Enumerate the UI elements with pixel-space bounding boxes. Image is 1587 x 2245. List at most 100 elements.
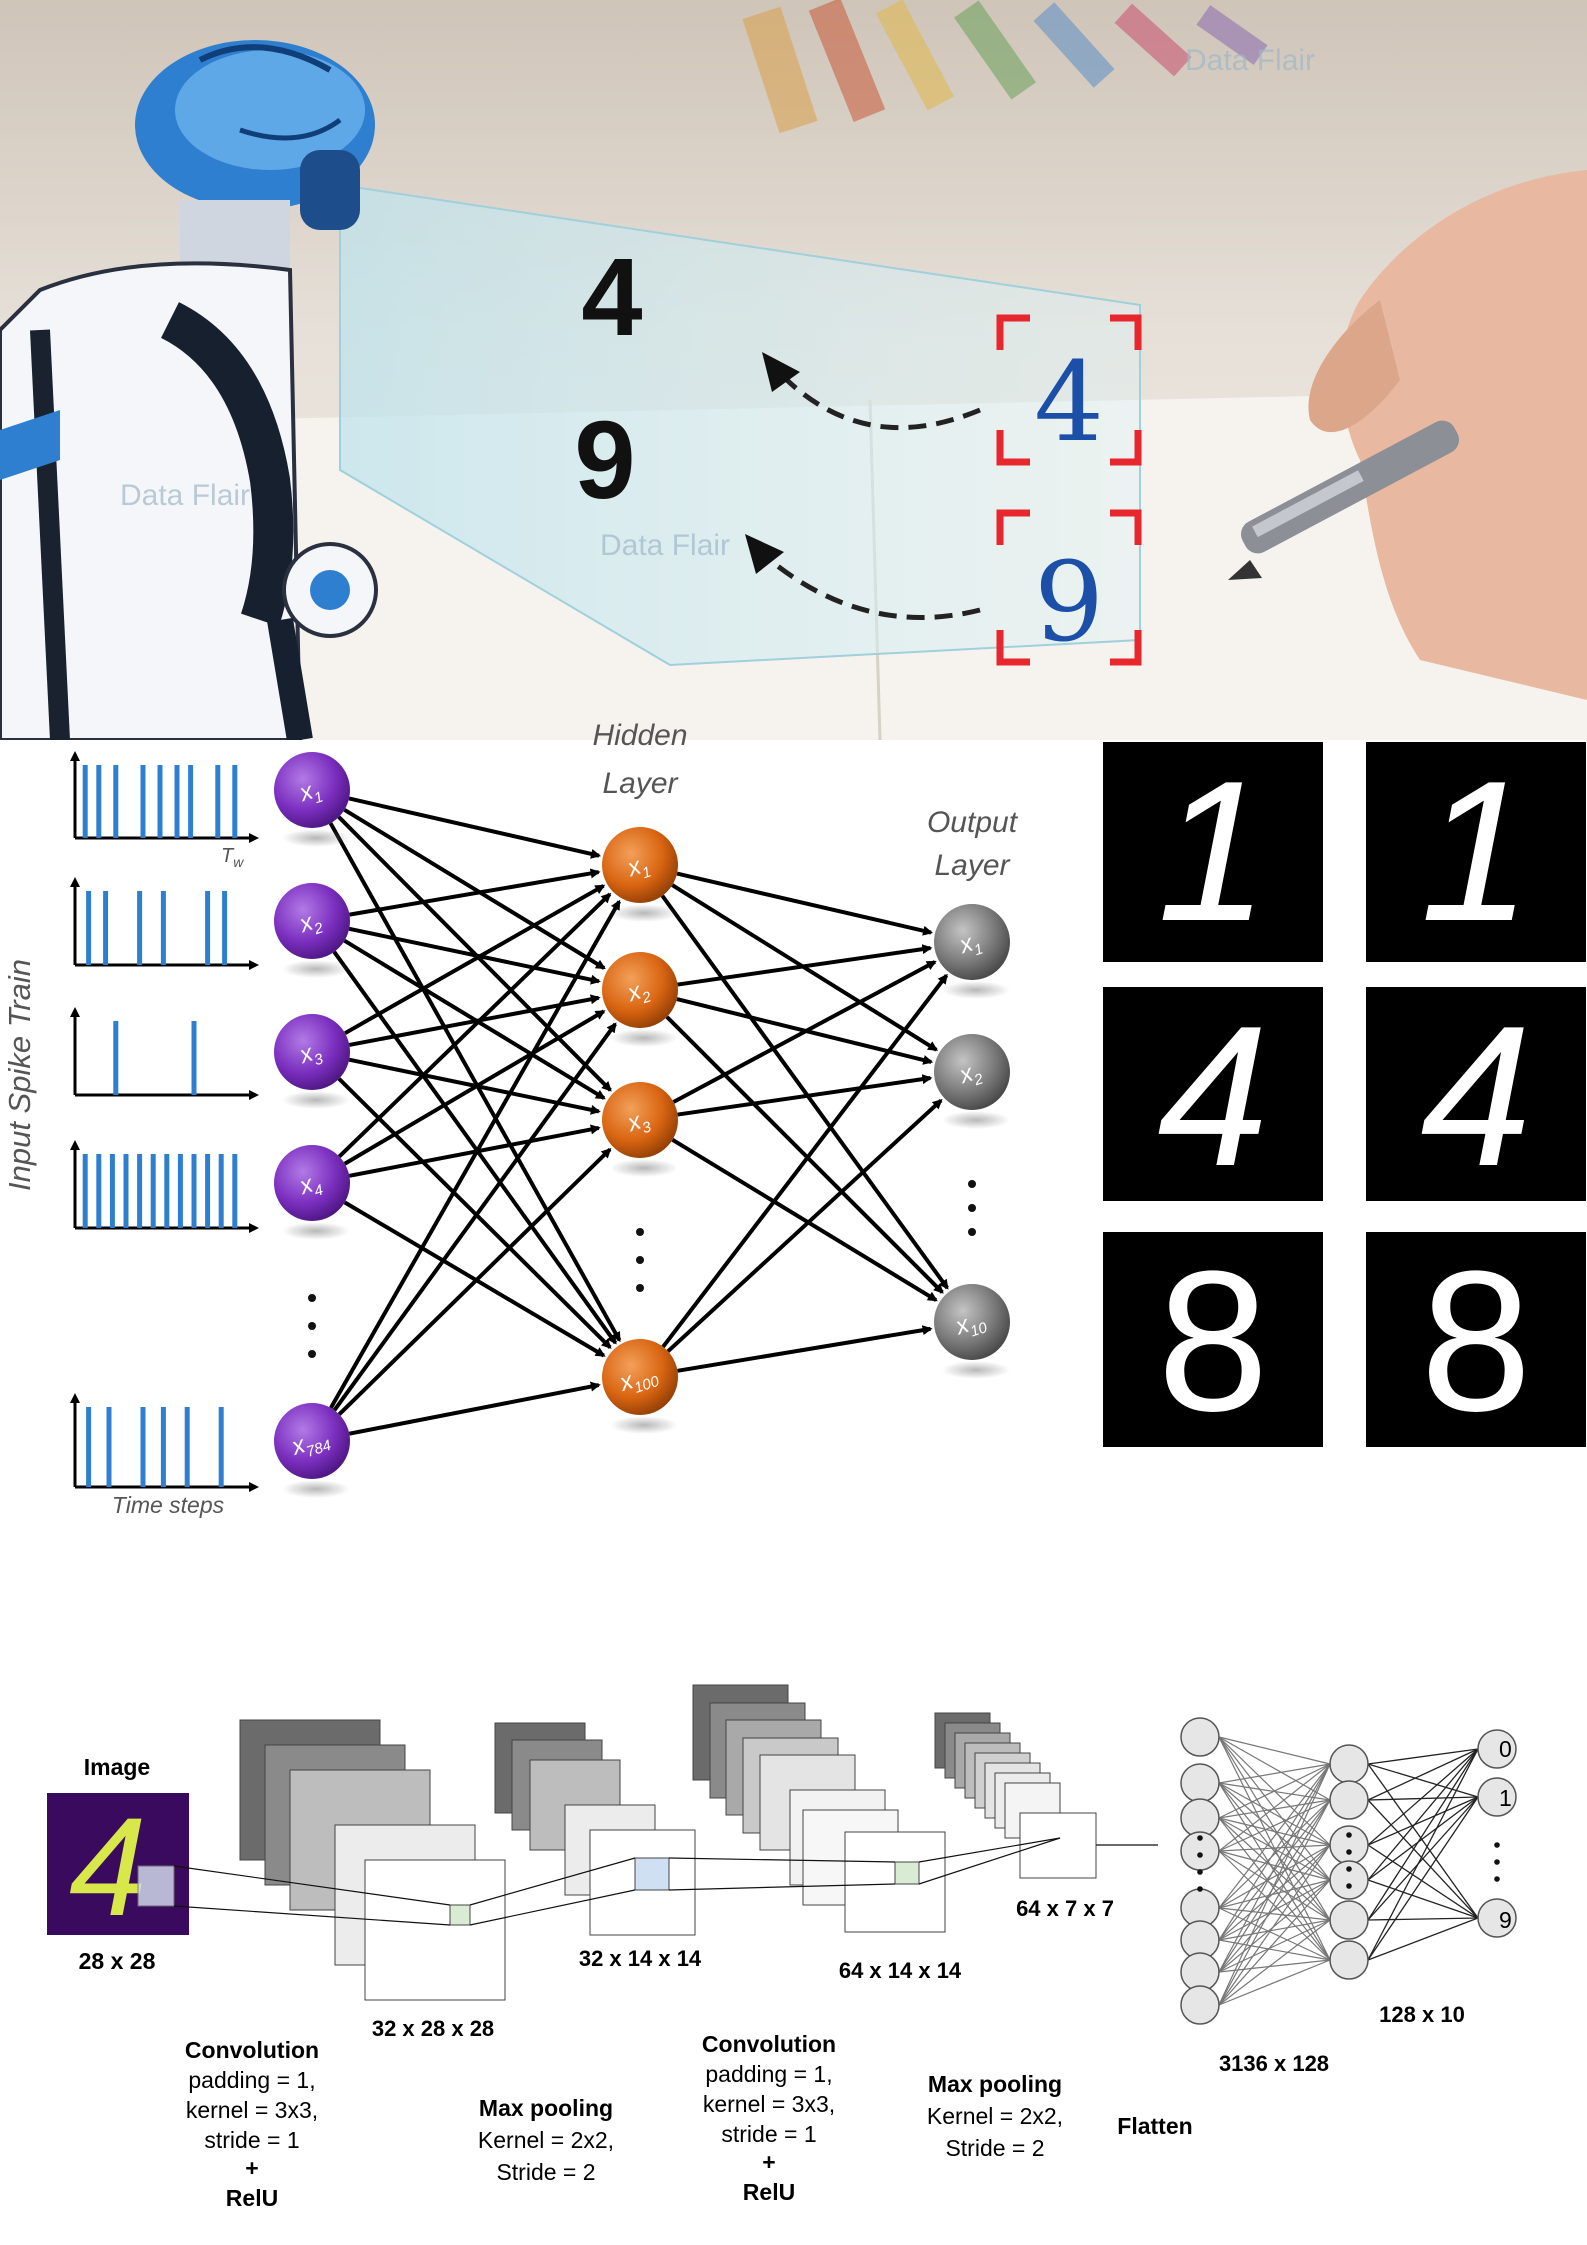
svg-text:x784: x784 <box>288 1424 334 1465</box>
snn-edge-ho-1-1 <box>676 997 934 1065</box>
hand-with-pen <box>1228 170 1587 700</box>
fc-edge-1 <box>1218 1850 1331 1961</box>
snn-edge-ih-0-1 <box>343 808 606 970</box>
snn-edge-ho-1-0 <box>677 944 933 987</box>
svg-text:1: 1 <box>1420 740 1531 963</box>
fc-edge-1 <box>1218 1850 1331 1921</box>
snn-edge-ih-4-3 <box>348 1381 601 1436</box>
snn-edge-ih-4-0 <box>329 899 621 1409</box>
fc3-neuron-2 <box>1477 1777 1517 1817</box>
snn-neurons: x1 x2 x3 x4 x784 x1 x2 x3 x100 x1 x2 x10 <box>274 752 1010 1498</box>
svg-text:Stride = 2: Stride = 2 <box>945 2135 1044 2161</box>
snn-hidden-neuron-1: x1 <box>602 827 678 922</box>
fc-edge-1 <box>1218 1736 1331 1921</box>
svg-text:kernel = 3x3,: kernel = 3x3, <box>186 2097 318 2123</box>
fc2-neuron-5 <box>1329 1900 1369 1940</box>
fc-neurons <box>1180 1717 1517 2025</box>
handwritten-box-9 <box>996 509 1142 666</box>
snn-edge-ih-0-0 <box>348 796 602 859</box>
svg-text:Kernel = 2x2,: Kernel = 2x2, <box>927 2103 1063 2129</box>
fc-edge-1 <box>1218 1782 1331 1881</box>
conv2-feature-maps <box>692 1684 946 1933</box>
snn-edge-ho-3-2 <box>677 1325 933 1373</box>
snn-edge-ho-0-2 <box>660 894 949 1290</box>
snn-edge-ho-2-1 <box>677 1074 933 1117</box>
predicted-digit-4: 4 <box>581 236 642 359</box>
fc1-neuron-1 <box>1180 1717 1220 1757</box>
svg-text:RelU: RelU <box>226 2185 278 2211</box>
pool1-caption: Max pooling Kernel = 2x2, Stride = 2 <box>478 2095 614 2185</box>
svg-text:x1: x1 <box>955 927 985 963</box>
snn-edge-ih-4-2 <box>337 1147 612 1416</box>
snn-edge-ih-3-1 <box>343 1009 606 1166</box>
pool2-dims: 64 x 7 x 7 <box>1016 1896 1114 1921</box>
snn-hidden-neuron-3: x3 <box>602 1082 678 1177</box>
fc-edge-1 <box>1218 1919 1331 1941</box>
fc-edge-1 <box>1218 1844 1331 1852</box>
snn-edge-ih-2-2 <box>348 1057 601 1115</box>
snn-edge-ih-2-1 <box>348 994 601 1047</box>
svg-text:padding = 1,: padding = 1, <box>705 2061 832 2087</box>
fc-edge-1 <box>1218 1919 1331 2006</box>
snn-input-neuron-5: x784 <box>274 1403 350 1498</box>
snn-edge-ho-3-0 <box>661 973 949 1349</box>
flatten-caption: Flatten <box>1117 2113 1192 2139</box>
snn-hidden-neuron-4: x100 <box>602 1339 678 1434</box>
svg-text:x4: x4 <box>295 1168 325 1204</box>
svg-text:+: + <box>245 2155 258 2181</box>
fc-edge-2 <box>1367 1748 1479 1801</box>
fc-edge-1 <box>1218 1763 1331 1973</box>
snn-input-neuron-3: x3 <box>274 1014 350 1109</box>
fc3-neuron-1 <box>1477 1729 1517 1769</box>
fc1-dims: 3136 x 128 <box>1219 2051 1329 2076</box>
svg-text:4: 4 <box>69 1788 147 1945</box>
image-title: Image <box>84 1754 150 1780</box>
mnist-tile-1a: 1 <box>1103 740 1323 963</box>
svg-text:8: 8 <box>1157 1230 1268 1453</box>
fc1-neuron-2 <box>1180 1763 1220 1803</box>
fc-edge-1 <box>1218 1879 1331 1973</box>
spike-train-2 <box>70 877 259 970</box>
snn-output-neuron-2: x2 <box>934 1034 1010 1129</box>
snn-edge-ih-0-2 <box>337 815 612 1092</box>
conv2-dims: 64 x 14 x 14 <box>839 1958 962 1983</box>
svg-text:8: 8 <box>1420 1230 1531 1453</box>
snn-ellipsis <box>308 1180 976 1358</box>
watermark-3: Data Flair <box>1185 44 1315 77</box>
fc-edge-1 <box>1218 1907 1331 1921</box>
snn-edge-ih-3-0 <box>337 892 612 1158</box>
fc-edge-1 <box>1218 1959 1331 1973</box>
fc-edge-2 <box>1367 1844 1479 1919</box>
conv2-caption: Convolution padding = 1, kernel = 3x3, s… <box>702 2031 836 2205</box>
snn-edge-ih-1-3 <box>332 950 618 1345</box>
fc-edge-1 <box>1218 1919 1331 1973</box>
fc-edge-2 <box>1367 1748 1479 1961</box>
fc-edge-1 <box>1218 1817 1331 1881</box>
output-label-1: 1 <box>1499 1785 1512 1811</box>
fc-edge-2 <box>1367 1796 1479 1846</box>
fc-edge-1 <box>1218 1799 1331 1819</box>
spike-train-plots <box>70 751 259 1492</box>
fc-edge-1 <box>1218 1782 1331 1801</box>
svg-text:Max pooling: Max pooling <box>479 2095 613 2121</box>
fc-edge-1 <box>1218 1844 1331 1941</box>
snn-connections <box>328 796 949 1436</box>
fc-edge-2 <box>1367 1763 1479 1919</box>
snn-edge-ih-2-0 <box>344 884 606 1035</box>
fc1-neuron-6 <box>1180 1920 1220 1960</box>
snn-edge-ho-2-2 <box>671 1138 938 1302</box>
svg-text:Flatten: Flatten <box>1117 2113 1192 2139</box>
hidden-layer-title: Layer <box>602 767 678 800</box>
svg-text:Convolution: Convolution <box>185 2037 319 2063</box>
fc-edge-1 <box>1218 1799 1331 1973</box>
svg-text:x1: x1 <box>623 850 653 886</box>
conv1-dims: 32 x 28 x 28 <box>372 2016 494 2041</box>
fc1-neuron-3 <box>1180 1798 1220 1838</box>
fc-edge-1 <box>1218 1763 1331 1852</box>
fc-edge-1 <box>1218 1782 1331 1961</box>
fc3-neuron-3 <box>1477 1898 1517 1938</box>
handwritten-digit-9: 9 <box>1034 538 1104 666</box>
mnist-tile-8a: 8 <box>1103 1230 1323 1453</box>
fc-edge-1 <box>1218 1736 1331 1801</box>
recognition-arrows <box>745 352 981 620</box>
